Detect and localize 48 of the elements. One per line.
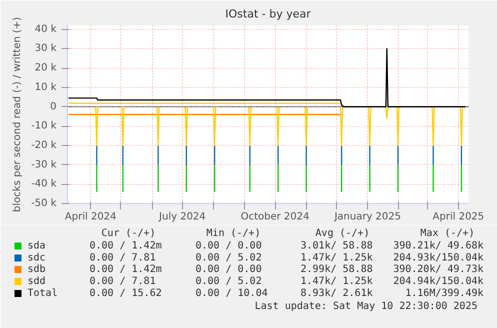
text: 0.00 / 10.04 — [196, 288, 268, 299]
legend-label: sda — [28, 240, 46, 252]
x-tick-label: April 2024 — [64, 212, 116, 222]
text: Avg (-/+) — [315, 228, 370, 239]
y-tick-label: -40 k — [31, 178, 57, 190]
legend-label: sdb — [28, 264, 46, 275]
text: 0.00 / 5.02 — [196, 276, 262, 287]
text: 0.00 / 7.81 — [90, 276, 156, 287]
x-tick-label: October 2024 — [240, 212, 310, 222]
y-axis-title: blocks per second read (-) / written (+) — [12, 16, 24, 212]
legend-label: Total — [28, 288, 58, 299]
text: 390.21k/ 49.68k — [393, 240, 484, 252]
text: 204.93k/150.04k — [393, 252, 484, 264]
text: Min (-/+) — [206, 228, 261, 239]
legend-label: sdc — [28, 252, 46, 264]
text: 0.00 / 1.42m — [90, 240, 162, 252]
text: 1.16M/399.49k — [405, 288, 484, 299]
y-tick-label: 10 k — [34, 82, 57, 93]
x-tick-label: July 2024 — [158, 212, 206, 222]
y-tick-label: 20 k — [34, 62, 57, 74]
y-tick-label: 40 k — [34, 24, 57, 35]
text: 8.93k/ 2.61k — [300, 288, 373, 299]
legend-label: sdd — [28, 276, 46, 287]
text: 0.00 / 5.02 — [196, 252, 262, 264]
y-tick-label: -50 k — [31, 198, 57, 209]
y-tick-label: -30 k — [31, 159, 57, 170]
y-tick-label: -20 k — [31, 140, 57, 151]
x-tick-label: April 2025 — [432, 212, 484, 222]
text: Last update: Sat May 10 22:30:00 2025 — [254, 301, 478, 312]
text: Max (-/+) — [420, 228, 475, 239]
text: 204.94k/150.04k — [393, 276, 484, 287]
text: 1.47k/ 1.25k — [300, 252, 373, 264]
text: 2.99k/ 58.88 — [300, 264, 373, 275]
line-series — [68, 48, 466, 108]
text: 3.01k/ 58.88 — [300, 240, 373, 252]
text: 0.00 / 0.00 — [196, 264, 262, 275]
text: Cur (-/+) — [101, 228, 156, 239]
y-tick-label: 0 — [50, 101, 57, 112]
y-tick-label: -10 k — [31, 120, 57, 132]
y-tick-label: 30 k — [34, 43, 57, 54]
text: 0.00 / 7.81 — [90, 252, 156, 264]
text: 390.20k/ 49.73k — [393, 264, 484, 275]
text: 1.47k/ 1.25k — [300, 276, 373, 287]
text: 0.00 / 0.00 — [196, 240, 262, 252]
x-tick-label: January 2025 — [333, 212, 402, 222]
text: 0.00 / 1.42m — [90, 264, 162, 275]
text: 0.00 / 15.62 — [90, 288, 162, 299]
chart-title: IOstat - by year — [225, 8, 312, 20]
